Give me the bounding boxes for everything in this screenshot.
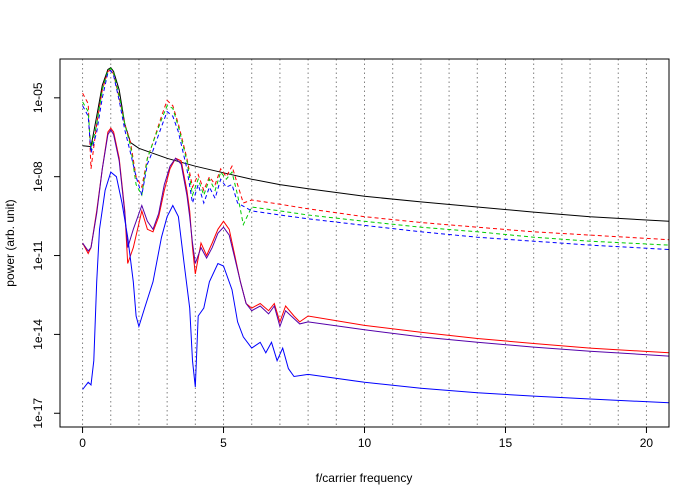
y-tick-label: 1e-14 xyxy=(31,319,45,350)
series-line-1 xyxy=(82,67,670,222)
y-tick-label: 1e-11 xyxy=(31,240,45,270)
series-line-5 xyxy=(82,127,670,354)
x-tick-label: 15 xyxy=(499,436,513,450)
x-tick-label: 0 xyxy=(79,436,86,450)
x-tick-label: 5 xyxy=(220,436,227,450)
x-axis: 0 5 10 15 20 xyxy=(79,426,654,450)
y-axis-title: power (arb. unit) xyxy=(3,199,17,286)
y-tick-label: 1e-08 xyxy=(31,161,45,192)
x-tick-label: 20 xyxy=(640,436,654,450)
x-tick-label: 10 xyxy=(358,436,372,450)
series-line-3 xyxy=(82,67,670,246)
y-axis: 1e-17 1e-14 1e-11 1e-08 1e-05 xyxy=(31,82,61,429)
y-tick-label: 1e-17 xyxy=(31,398,45,429)
y-tick-label: 1e-05 xyxy=(31,82,45,113)
series-layer xyxy=(82,67,670,404)
x-axis-title: f/carrier frequency xyxy=(316,471,413,485)
series-line-2 xyxy=(82,68,670,241)
series-line-4 xyxy=(82,69,670,250)
series-line-6 xyxy=(82,128,670,357)
vertical-guide-lines xyxy=(82,59,647,427)
series-line-7 xyxy=(82,171,670,404)
